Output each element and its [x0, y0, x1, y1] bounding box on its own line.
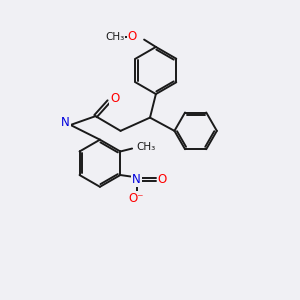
Text: O: O	[128, 30, 137, 43]
Text: CH₃: CH₃	[136, 142, 156, 152]
Text: N: N	[61, 116, 70, 129]
Text: CH₃: CH₃	[105, 32, 124, 42]
Text: O: O	[158, 173, 167, 186]
Text: N: N	[132, 173, 141, 186]
Text: O⁻: O⁻	[129, 192, 144, 205]
Text: O: O	[110, 92, 119, 105]
Text: H: H	[59, 118, 67, 128]
